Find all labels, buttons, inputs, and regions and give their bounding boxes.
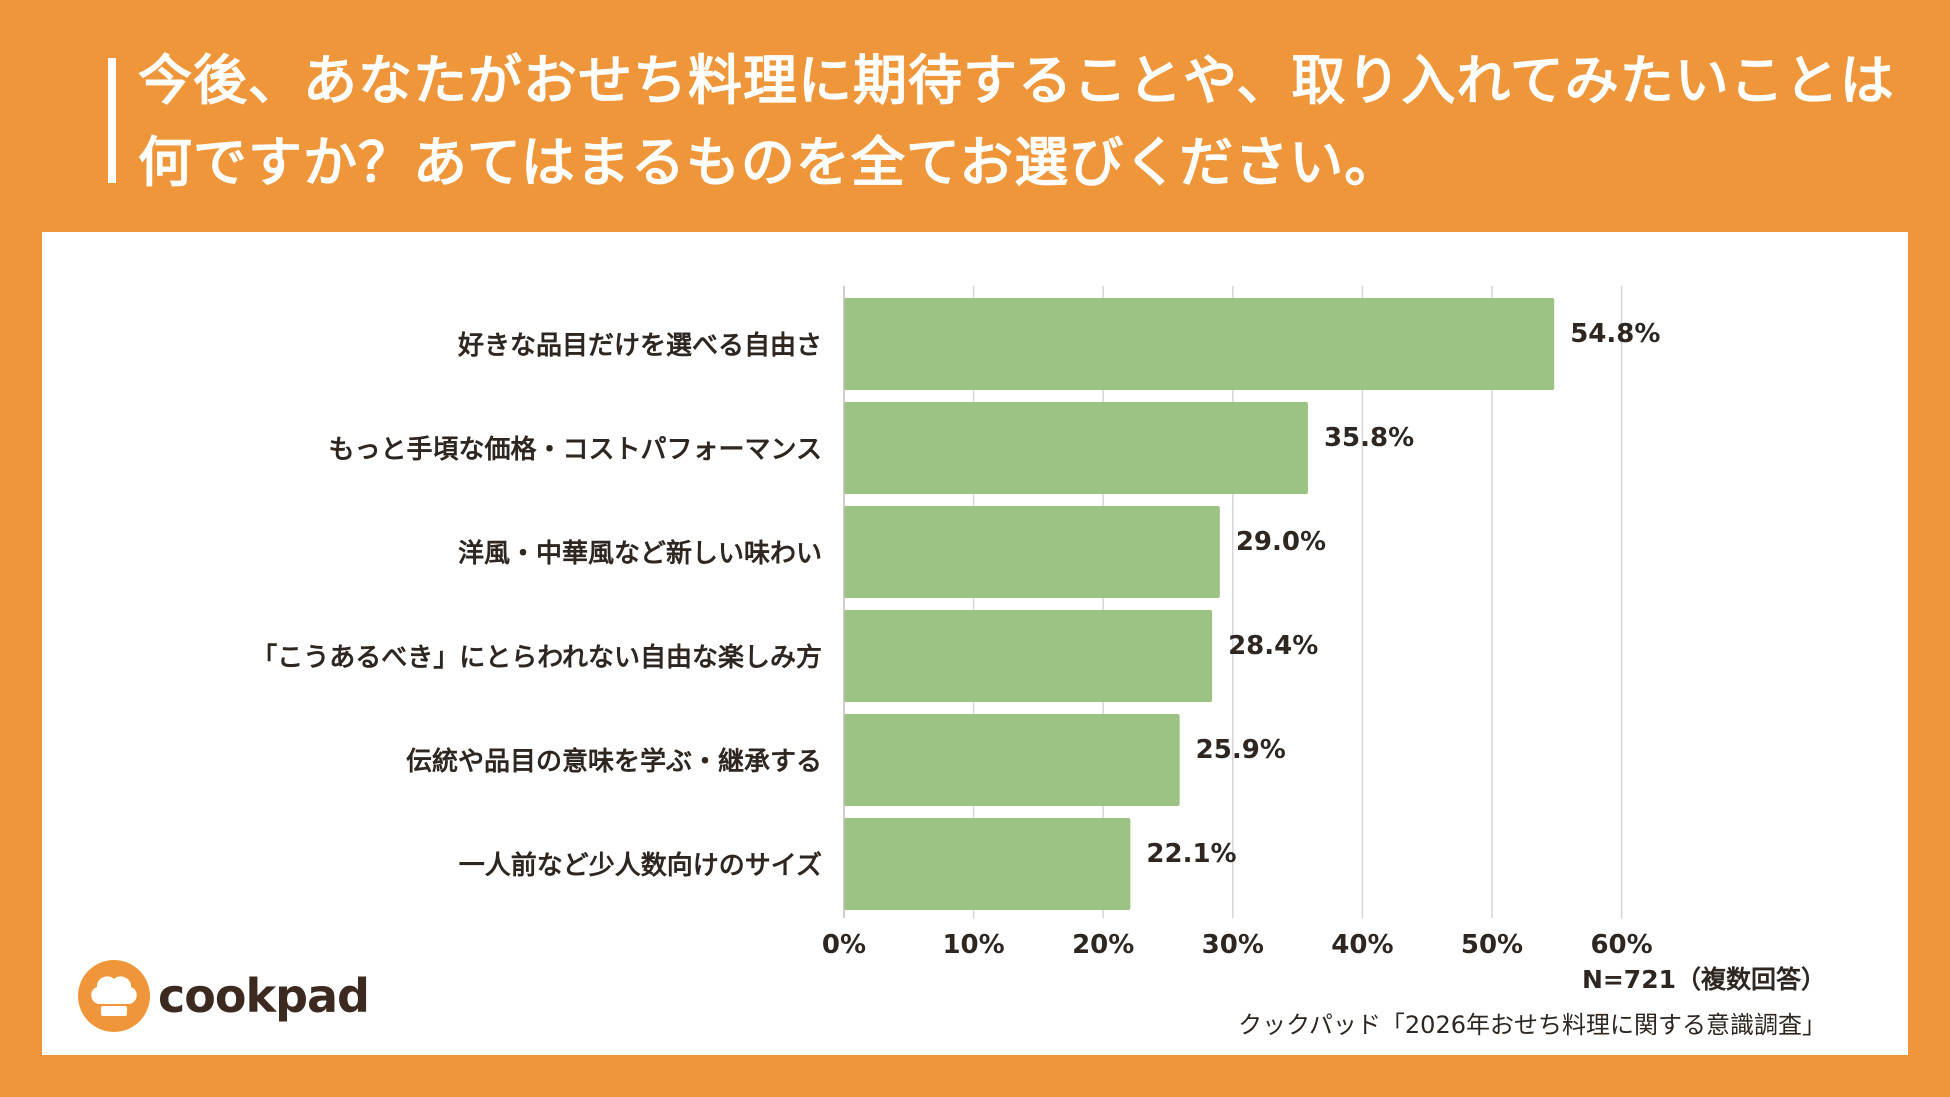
category-label: 一人前など少人数向けのサイズ (459, 850, 822, 881)
x-tick-label: 20% (1072, 930, 1134, 960)
value-label: 28.4% (1228, 631, 1318, 661)
bar-chart: 好きな品目だけを選べる自由さ 54.8% もっと手頃な価格・コストパフォーマンス 35… (251, 286, 1660, 960)
x-tick-label: 10% (942, 930, 1004, 960)
x-tick-label: 40% (1331, 930, 1393, 960)
bar (844, 402, 1308, 494)
value-label: 22.1% (1146, 839, 1236, 869)
value-label: 25.9% (1196, 735, 1286, 765)
value-label: 29.0% (1236, 527, 1326, 557)
category-label: 洋風・中華風など新しい味わい (458, 538, 822, 569)
x-tick-label: 30% (1202, 930, 1264, 960)
category-label: もっと手頃な価格・コストパフォーマンス (329, 434, 822, 465)
category-label: 好きな品目だけを選べる自由さ (457, 330, 822, 361)
chef-hat-icon (78, 960, 150, 1032)
bar (844, 506, 1220, 598)
logo-wordmark: cookpad (158, 969, 370, 1023)
category-label: 伝統や品目の意味を学ぶ・継承する (406, 746, 822, 777)
title-accent-bar (108, 58, 116, 183)
bar (844, 610, 1213, 702)
x-tick-label: 50% (1461, 930, 1523, 960)
bar (844, 818, 1131, 910)
category-label: 「こうあるべき」にとらわれない自由な楽しみ方 (251, 642, 822, 673)
x-tick-label: 0% (822, 930, 866, 960)
bar (844, 714, 1180, 806)
chart-panel: 好きな品目だけを選べる自由さ 54.8% もっと手頃な価格・コストパフォーマンス 35… (42, 232, 1908, 1055)
page-title: 今後、あなたがおせち料理に期待することや、取り入れてみたいことは何ですか？あては… (138, 49, 1895, 194)
source-credit: クックパッド「2026年おせち料理に関する意識調査」 (1238, 1011, 1826, 1039)
value-label: 35.8% (1324, 423, 1414, 453)
x-tick-label: 60% (1590, 930, 1652, 960)
cookpad-logo: cookpad (78, 960, 370, 1032)
bar (844, 298, 1555, 390)
value-label: 54.8% (1570, 319, 1660, 349)
sample-size-note: N=721（複数回答） (1581, 965, 1826, 994)
